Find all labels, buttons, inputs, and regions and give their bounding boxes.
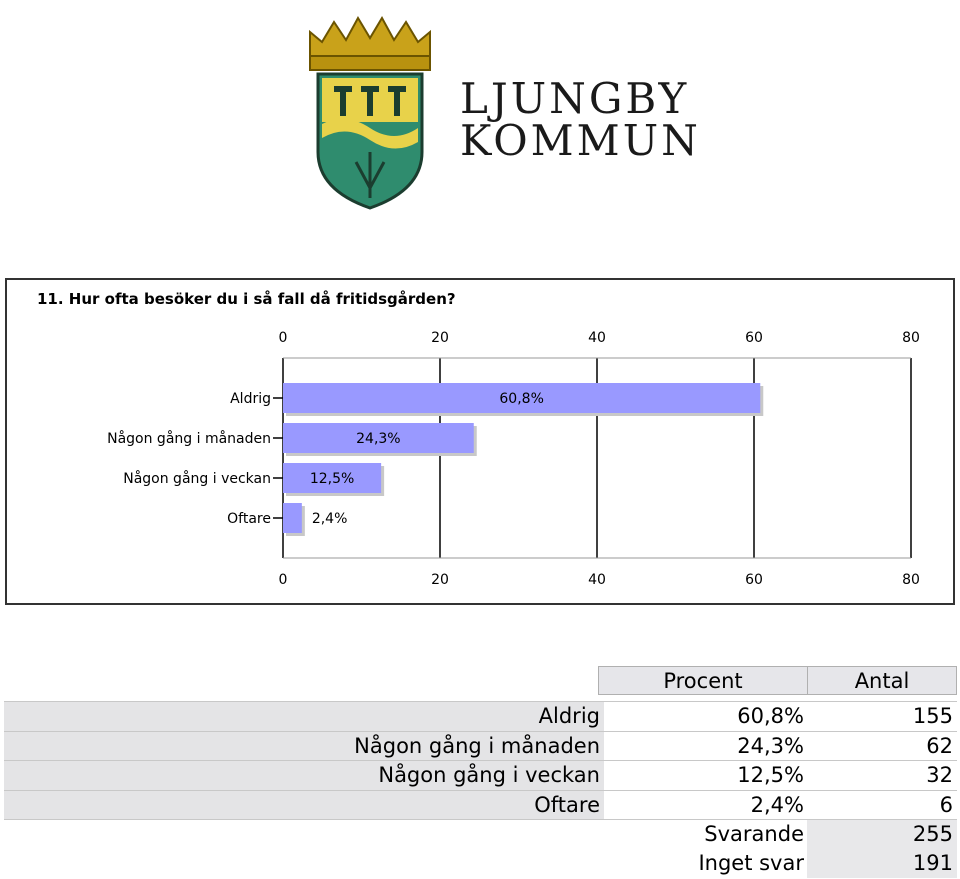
column-header-antal: Antal: [807, 666, 957, 695]
category-label: Någon gång i månaden: [107, 430, 271, 447]
category-label: Oftare: [227, 511, 271, 527]
logo-text-line1: LJUNGBY: [460, 74, 690, 123]
x-tick-label-top: 40: [588, 330, 606, 346]
category-label: Aldrig: [230, 391, 271, 407]
chart-title: 11. Hur ofta besöker du i så fall då fri…: [37, 290, 456, 308]
row-label: Oftare: [4, 790, 604, 820]
bar: [283, 503, 302, 533]
row-procent: 24,3%: [737, 733, 804, 758]
row-separator: [4, 730, 957, 732]
results-table: Procent Antal Aldrig 60,8% 155 Någon gång i m…: [0, 666, 960, 879]
data-label: 60,8%: [499, 391, 543, 407]
row-antal: 6: [939, 792, 953, 817]
column-header-procent: Procent: [598, 666, 808, 695]
row-antal: 155: [912, 704, 953, 728]
row-separator: [4, 701, 957, 702]
data-label: 2,4%: [312, 511, 348, 527]
row-label: Någon gång i månaden: [4, 731, 604, 761]
chart-panel: 11. Hur ofta besöker du i så fall då fri…: [5, 278, 955, 605]
x-tick-label-bottom: 20: [431, 572, 449, 588]
row-separator: [4, 760, 957, 761]
bar: [283, 383, 761, 413]
x-tick-label-top: 0: [279, 330, 288, 346]
data-label: 12,5%: [310, 471, 354, 487]
bar: [283, 423, 474, 453]
row-label: Någon gång i veckan: [4, 761, 604, 790]
row-separator: [4, 789, 957, 791]
row-antal: 32: [926, 763, 953, 787]
x-tick-label-bottom: 0: [279, 572, 288, 588]
summary-value: 255: [807, 820, 957, 849]
x-tick-label-bottom: 40: [588, 572, 606, 588]
ljungby-kommun-logo: [300, 12, 720, 212]
x-tick-label-top: 80: [902, 330, 920, 346]
row-label: Aldrig: [4, 702, 604, 731]
row-separator: [4, 819, 957, 820]
row-antal: 62: [926, 733, 953, 758]
data-label: 24,3%: [356, 431, 400, 447]
row-procent: 2,4%: [750, 792, 804, 817]
logo-text: LJUNGBY KOMMUN: [460, 78, 701, 162]
bar-chart: 0 0 20 20 40 40 60 60 80 80 Aldrig 60,8% Någon gång …: [107, 330, 920, 588]
logo-text-line2: KOMMUN: [460, 116, 701, 165]
row-procent: 12,5%: [737, 763, 804, 787]
summary-label: Inget svar: [698, 851, 804, 875]
coat-of-arms-icon: [309, 15, 431, 210]
x-tick-label-bottom: 60: [745, 572, 763, 588]
x-tick-label-top: 20: [431, 330, 449, 346]
summary-value: 191: [807, 849, 957, 878]
summary-label: Svarande: [704, 822, 804, 846]
bar: [283, 463, 382, 493]
row-procent: 60,8%: [737, 704, 804, 728]
category-label: Någon gång i veckan: [123, 470, 271, 487]
x-tick-label-bottom: 80: [902, 572, 920, 588]
x-tick-label-top: 60: [745, 330, 763, 346]
